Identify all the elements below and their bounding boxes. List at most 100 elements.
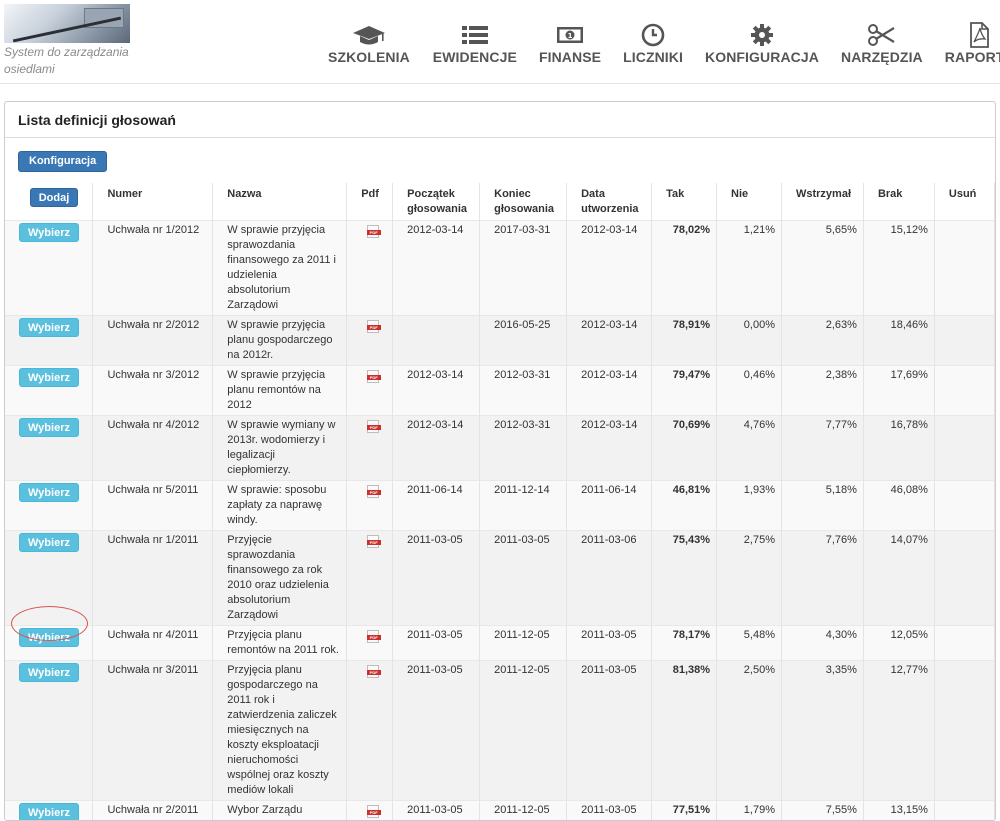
cell-wstrzymal: 7,76%: [781, 531, 863, 626]
cell-end: 2011-12-05: [480, 626, 567, 661]
cell-usun: [934, 221, 994, 316]
select-button[interactable]: Wybierz: [19, 663, 79, 682]
header-start[interactable]: Początek głosowania: [393, 183, 480, 221]
header-end[interactable]: Koniec głosowania: [480, 183, 567, 221]
select-button[interactable]: Wybierz: [19, 483, 79, 502]
select-button[interactable]: Wybierz: [19, 628, 79, 647]
cell-nie: 2,75%: [717, 531, 782, 626]
cell-wstrzymal: 5,18%: [781, 481, 863, 531]
nav-ewidencje[interactable]: EWIDENCJE: [422, 22, 528, 65]
cell-tak: 46,81%: [652, 481, 717, 531]
cell-end: 2011-03-05: [480, 531, 567, 626]
cell-created: 2011-03-05: [567, 661, 652, 801]
config-button[interactable]: Konfiguracja: [18, 151, 107, 172]
cell-nie: 0,00%: [717, 316, 782, 366]
nav-finanse[interactable]: 1 FINANSE: [528, 22, 612, 65]
pdf-file-icon[interactable]: PDF: [367, 630, 381, 643]
cell-end: 2011-12-05: [480, 801, 567, 821]
cell-usun: [934, 481, 994, 531]
cell-select: Wybierz: [5, 416, 93, 481]
select-button[interactable]: Wybierz: [19, 318, 79, 337]
cell-brak: 12,77%: [863, 661, 934, 801]
cell-wstrzymal: 4,30%: [781, 626, 863, 661]
header-numer[interactable]: Numer: [93, 183, 213, 221]
header-usun: Usuń: [934, 183, 994, 221]
cell-created: 2012-03-14: [567, 316, 652, 366]
cell-numer: Uchwała nr 1/2012: [93, 221, 213, 316]
voting-table: Dodaj Numer Nazwa Pdf Początek głosowani…: [5, 183, 995, 821]
cell-end: 2011-12-05: [480, 661, 567, 801]
cell-tak: 78,02%: [652, 221, 717, 316]
cell-nie: 1,79%: [717, 801, 782, 821]
cell-pdf: PDF: [347, 366, 393, 416]
cell-usun: [934, 801, 994, 821]
nav-label-liczniki: LICZNIKI: [623, 49, 683, 65]
cell-brak: 16,78%: [863, 416, 934, 481]
header-add-cell: Dodaj: [5, 183, 93, 221]
nav-konfiguracja[interactable]: KONFIGURACJA: [694, 22, 830, 65]
select-button[interactable]: Wybierz: [19, 223, 79, 242]
select-button[interactable]: Wybierz: [19, 803, 79, 821]
pdf-file-icon[interactable]: PDF: [367, 420, 381, 433]
pdf-file-icon[interactable]: PDF: [367, 370, 381, 383]
cell-usun: [934, 661, 994, 801]
cell-created: 2012-03-14: [567, 221, 652, 316]
cell-start: 2011-03-05: [393, 661, 480, 801]
select-button[interactable]: Wybierz: [19, 533, 79, 552]
cell-end: 2017-03-31: [480, 221, 567, 316]
cell-brak: 18,46%: [863, 316, 934, 366]
pdf-file-icon[interactable]: PDF: [367, 485, 381, 498]
svg-text:1: 1: [568, 32, 573, 40]
main-nav: SZKOLENIA EWIDENCJE 1 FINANSE LICZNIKI K…: [316, 22, 1000, 65]
nav-liczniki[interactable]: LICZNIKI: [612, 22, 694, 65]
cell-nie: 0,46%: [717, 366, 782, 416]
cell-created: 2012-03-14: [567, 366, 652, 416]
cell-created: 2012-03-14: [567, 416, 652, 481]
header-nazwa[interactable]: Nazwa: [213, 183, 347, 221]
nav-raporty[interactable]: RAPORTY: [934, 22, 1000, 65]
cell-brak: 15,12%: [863, 221, 934, 316]
add-button[interactable]: Dodaj: [30, 188, 78, 207]
header-pdf: Pdf: [347, 183, 393, 221]
cell-end: 2012-03-31: [480, 416, 567, 481]
pdf-file-icon[interactable]: PDF: [367, 320, 381, 333]
cell-end: 2012-03-31: [480, 366, 567, 416]
logo-tagline: System do zarządzania osiedlami: [4, 44, 144, 78]
cell-select: Wybierz: [5, 316, 93, 366]
select-button[interactable]: Wybierz: [19, 368, 79, 387]
cell-usun: [934, 416, 994, 481]
nav-szkolenia[interactable]: SZKOLENIA: [316, 22, 422, 65]
pdf-file-icon[interactable]: PDF: [367, 665, 381, 678]
select-button[interactable]: Wybierz: [19, 418, 79, 437]
cell-start: 2012-03-14: [393, 366, 480, 416]
cell-wstrzymal: 2,38%: [781, 366, 863, 416]
header-created[interactable]: Data utworzenia: [567, 183, 652, 221]
cell-nie: 4,76%: [717, 416, 782, 481]
cell-select: Wybierz: [5, 221, 93, 316]
cell-pdf: PDF: [347, 316, 393, 366]
cell-created: 2011-03-05: [567, 626, 652, 661]
list-icon: [458, 22, 492, 48]
cell-start: 2012-03-14: [393, 416, 480, 481]
pdf-file-icon[interactable]: PDF: [367, 535, 381, 548]
pdf-file-icon[interactable]: PDF: [367, 805, 381, 818]
cell-start: 2011-06-14: [393, 481, 480, 531]
cell-pdf: PDF: [347, 531, 393, 626]
nav-label-ewidencje: EWIDENCJE: [433, 49, 517, 65]
nav-label-konfiguracja: KONFIGURACJA: [705, 49, 819, 65]
pdf-document-icon: [962, 22, 996, 48]
pdf-file-icon[interactable]: PDF: [367, 225, 381, 238]
cell-wstrzymal: 5,65%: [781, 221, 863, 316]
money-bill-icon: 1: [553, 22, 587, 48]
nav-narzedzia[interactable]: NARZĘDZIA: [830, 22, 934, 65]
cell-nazwa: W sprawie: sposobu zapłaty za naprawę wi…: [213, 481, 347, 531]
cell-created: 2011-06-14: [567, 481, 652, 531]
nav-label-narzedzia: NARZĘDZIA: [841, 49, 923, 65]
cell-end: 2011-12-14: [480, 481, 567, 531]
cell-nazwa: W sprawie przyjęcia planu remontów na 20…: [213, 366, 347, 416]
logo-image[interactable]: [4, 4, 130, 43]
cell-nie: 1,21%: [717, 221, 782, 316]
